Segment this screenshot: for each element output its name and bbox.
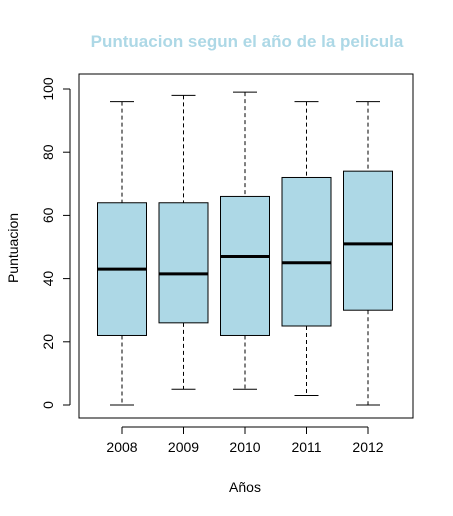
y-tick-label: 40	[40, 271, 56, 287]
x-axis-label: Años	[229, 479, 261, 495]
iqr-box	[344, 171, 393, 310]
x-tick-label: 2010	[229, 439, 260, 455]
boxes	[98, 92, 393, 405]
box-2009	[159, 95, 208, 389]
y-axis-label: Puntuacion	[5, 213, 21, 283]
box-2008	[98, 102, 147, 405]
iqr-box	[221, 196, 270, 335]
box-2011	[282, 102, 331, 396]
x-tick-label: 2008	[106, 439, 137, 455]
chart-title: Puntuacion segun el año de la pelicula	[91, 32, 404, 51]
y-tick-label: 0	[40, 401, 56, 409]
x-tick-label: 2009	[168, 439, 199, 455]
box-2010	[221, 92, 270, 389]
y-axis: 0 20 40 60 80 100	[40, 77, 70, 409]
x-tick-label: 2012	[352, 439, 383, 455]
y-tick-label: 20	[40, 334, 56, 350]
y-tick-label: 80	[40, 144, 56, 160]
iqr-box	[282, 177, 331, 326]
x-tick-label: 2011	[291, 439, 321, 455]
iqr-box	[159, 203, 208, 323]
y-tick-label: 60	[40, 207, 56, 223]
x-axis: 2008 2009 2010 2011 2012	[106, 427, 383, 455]
y-tick-label: 100	[40, 77, 56, 101]
box-2012	[344, 102, 393, 405]
